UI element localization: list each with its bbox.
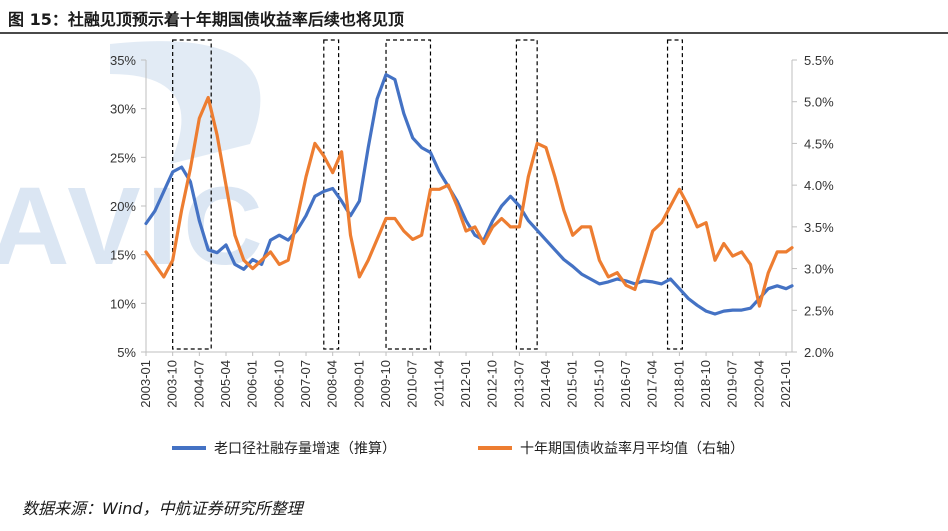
left-axis-tick-label: 15% — [110, 248, 136, 263]
x-axis-tick-label: 2015-01 — [565, 360, 580, 408]
left-axis-tick-label: 25% — [110, 150, 136, 165]
right-axis-tick-label: 3.5% — [804, 220, 834, 235]
legend-label-bond-yield: 十年期国债收益率月平均值（右轴） — [520, 440, 744, 457]
x-axis-tick-label: 2010-07 — [405, 360, 420, 408]
right-axis-tick-label: 2.0% — [804, 345, 834, 360]
x-axis-tick-label: 2018-10 — [698, 360, 713, 408]
left-axis-tick-label: 10% — [110, 296, 136, 311]
right-axis-tick-label: 3.0% — [804, 262, 834, 277]
x-axis-tick-label: 2019-07 — [725, 360, 740, 408]
x-axis-tick-label: 2006-10 — [271, 360, 286, 408]
right-axis-tick-label: 5.0% — [804, 95, 834, 110]
line-chart: AVIC 5% 10% 15% 20% 25% 30% 35% 2.0% 2.5% 3.0% 3.5%… — [0, 39, 834, 457]
source-note: 数据来源：Wind，中航证券研究所整理 — [22, 499, 303, 518]
left-axis-tick-label: 30% — [110, 102, 136, 117]
x-axis-tick-label: 2008-04 — [325, 360, 340, 408]
legend-label-social-financing: 老口径社融存量增速（推算） — [214, 441, 396, 457]
x-axis-tick-label: 2005-04 — [218, 360, 233, 408]
x-axis-tick-label: 2003-10 — [165, 360, 180, 408]
x-axis-tick-label: 2012-01 — [458, 360, 473, 408]
highlight-box — [385, 39, 432, 350]
right-axis-tick-label: 4.0% — [804, 178, 834, 193]
x-axis-tick-label: 2012-10 — [485, 360, 500, 408]
right-axis-tick-label: 4.5% — [804, 136, 834, 151]
x-axis-tick-label: 2007-07 — [298, 360, 313, 408]
watermark-logo: AVIC — [0, 165, 269, 288]
x-axis-tick-label: 2003-01 — [138, 360, 153, 408]
highlight-box — [172, 39, 212, 350]
x-axis-tick-label: 2006-01 — [245, 360, 260, 408]
x-axis-tick-label: 2016-07 — [618, 360, 633, 408]
x-axis-tick-label: 2018-01 — [671, 360, 686, 408]
x-axis-tick-label: 2015-10 — [591, 360, 606, 408]
left-axis-tick-label: 20% — [110, 199, 136, 214]
x-axis-tick-label: 2017-04 — [645, 360, 660, 408]
x-axis-tick-label: 2009-01 — [351, 360, 366, 408]
right-axis-tick-label: 5.5% — [804, 53, 834, 68]
figure-title: 图 15：社融见顶预示着十年期国债收益率后续也将见顶 — [8, 10, 404, 29]
left-axis-tick-label: 35% — [110, 53, 136, 68]
left-axis-tick-label: 5% — [117, 345, 136, 360]
x-axis-tick-label: 2013-07 — [511, 360, 526, 408]
figure-title-bar: 图 15：社融见顶预示着十年期国债收益率后续也将见顶 — [0, 0, 948, 34]
watermark-swoosh — [110, 41, 261, 165]
series-line-bond-yield — [144, 95, 794, 308]
x-axis-tick-label: 2009-10 — [378, 360, 393, 408]
x-axis-tick-label: 2021-01 — [778, 360, 793, 408]
right-axis-tick-label: 2.5% — [804, 303, 834, 318]
x-axis-tick-label: 2011-04 — [431, 360, 446, 407]
highlight-box — [515, 39, 538, 350]
x-axis-tick-label: 2014-04 — [538, 360, 553, 408]
x-axis-tick-label: 2004-07 — [191, 360, 206, 408]
x-axis-tick-label: 2020-04 — [751, 360, 766, 408]
